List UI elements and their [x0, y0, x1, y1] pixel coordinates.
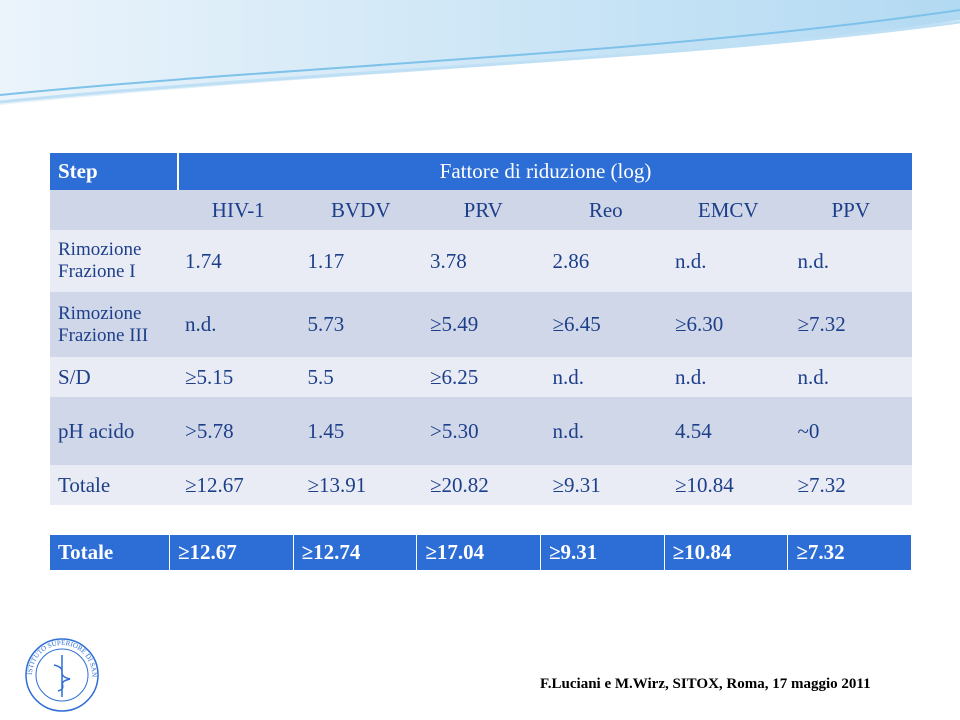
column-header: BVDV — [299, 190, 422, 230]
column-header: EMCV — [667, 190, 790, 230]
cell-value: ≥6.30 — [667, 292, 790, 357]
cell-value: ≥20.82 — [422, 465, 545, 505]
step-header: Step — [50, 153, 177, 190]
cell-value: n.d. — [667, 357, 790, 397]
cell-value: 1.17 — [299, 230, 422, 292]
row-label: pH acido — [50, 397, 177, 465]
cell-value: n.d. — [789, 357, 912, 397]
cell-value: ~0 — [789, 397, 912, 465]
cell-value: ≥7.32 — [789, 292, 912, 357]
logo-text-path: ISTITUTO SUPERIORE DI SANITÀ — [22, 635, 98, 677]
cell-value: n.d. — [667, 230, 790, 292]
summary-value: ≥17.04 — [417, 535, 541, 570]
summary-value: ≥12.67 — [170, 535, 294, 570]
cell-value: ≥5.49 — [422, 292, 545, 357]
cell-value: ≥5.15 — [177, 357, 300, 397]
cell-value: n.d. — [544, 397, 667, 465]
cell-value: >5.78 — [177, 397, 300, 465]
cell-value: 1.74 — [177, 230, 300, 292]
group-header: Fattore di riduzione (log) — [179, 153, 912, 190]
row-label: Totale — [50, 465, 177, 505]
row-label: Rimozione Frazione III — [50, 292, 177, 357]
row-label: Rimozione Frazione I — [50, 230, 177, 292]
summary-value: ≥10.84 — [664, 535, 789, 570]
cell-value: n.d. — [544, 357, 667, 397]
summary-value: ≥7.32 — [788, 535, 912, 570]
summary-value: ≥9.31 — [541, 535, 665, 570]
cell-value: n.d. — [789, 230, 912, 292]
cell-value: >5.30 — [422, 397, 545, 465]
cell-value: ≥13.91 — [299, 465, 422, 505]
column-header: HIV-1 — [177, 190, 300, 230]
cell-value: ≥9.31 — [544, 465, 667, 505]
summary-label: Totale — [50, 535, 170, 570]
row-label: S/D — [50, 357, 177, 397]
cell-value: 1.45 — [299, 397, 422, 465]
footer: F.Luciani e M.Wirz, SITOX, Roma, 17 magg… — [540, 676, 871, 692]
cell-value: ≥10.84 — [667, 465, 790, 505]
column-header: Reo — [544, 190, 667, 230]
column-header: PPV — [789, 190, 912, 230]
cell-value: 4.54 — [667, 397, 790, 465]
cell-value: 5.73 — [299, 292, 422, 357]
cell-value: 2.86 — [544, 230, 667, 292]
cell-value: n.d. — [177, 292, 300, 357]
cell-value: ≥6.45 — [544, 292, 667, 357]
subheader-blank — [50, 190, 177, 230]
logo: ISTITUTO SUPERIORE DI SANITÀ — [22, 635, 99, 712]
cell-value: ≥12.67 — [177, 465, 300, 505]
column-header: PRV — [422, 190, 545, 230]
cell-value: ≥7.32 — [789, 465, 912, 505]
cell-value: 3.78 — [422, 230, 545, 292]
cell-value: 5.5 — [299, 357, 422, 397]
cell-value: ≥6.25 — [422, 357, 545, 397]
header-wave — [0, 0, 960, 105]
logo-text: ISTITUTO SUPERIORE DI SANITÀ — [22, 635, 98, 677]
summary-value: ≥12.74 — [293, 535, 418, 570]
